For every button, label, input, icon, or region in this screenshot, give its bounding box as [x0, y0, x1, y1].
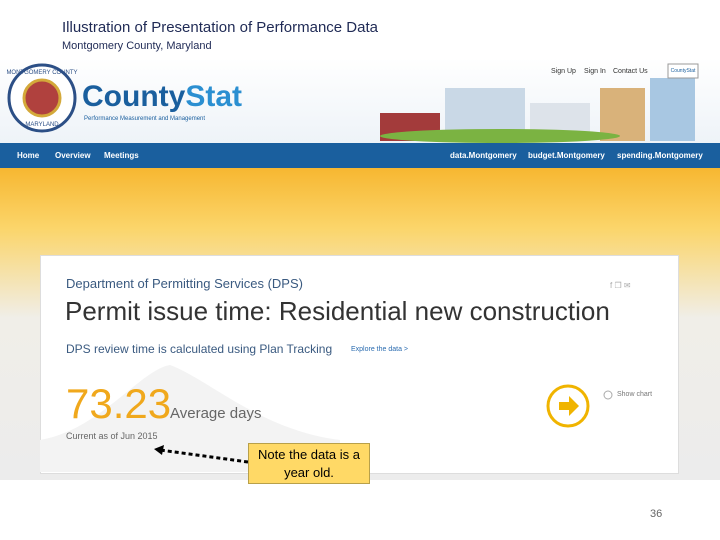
seal-top: MONTGOMERY COUNTY [6, 70, 77, 76]
slide-subtitle: Montgomery County, Maryland [62, 40, 212, 52]
seal-bottom: MARYLAND [25, 122, 59, 128]
building [650, 78, 695, 141]
logo-stat: Stat [185, 80, 242, 113]
logo: CountyStat [82, 80, 242, 113]
badge-box [667, 63, 699, 79]
arrow [154, 445, 249, 464]
arrow-line [159, 448, 249, 464]
nav-link[interactable]: data.Montgomery [450, 151, 517, 160]
nav-bar [0, 143, 720, 168]
metric-value: 73.23 [66, 380, 172, 427]
top-link[interactable]: Sign In [584, 68, 606, 75]
nav-link[interactable]: budget.Montgomery [528, 151, 605, 160]
nav-link[interactable]: Overview [55, 151, 91, 160]
top-link[interactable]: Contact Us [613, 68, 648, 75]
page-number: 36 [650, 508, 663, 520]
show-chart[interactable]: Show chart [617, 391, 653, 398]
metric-unit: Average days [170, 405, 262, 422]
building [600, 88, 645, 141]
explore-link[interactable]: Explore the data > [351, 346, 409, 353]
chart-toggle [546, 384, 613, 428]
nav-link[interactable]: Meetings [104, 151, 139, 160]
arrow-head [154, 445, 164, 455]
card-heading: Permit issue time: Residential new const… [65, 296, 610, 326]
top-link[interactable]: Sign Up [551, 68, 576, 75]
share-icons: f ❐ ✉ [610, 281, 631, 290]
trees [380, 129, 620, 143]
current-as-of: Current as of Jun 2015 [66, 431, 158, 441]
description: DPS review time is calculated using Plan… [66, 342, 333, 356]
badge: CountyStat [671, 68, 696, 74]
note: Note the data is a year old. [248, 443, 370, 484]
toggle-arrow [559, 396, 579, 416]
nav-link[interactable]: spending.Montgomery [617, 151, 703, 160]
card [40, 255, 679, 474]
slide-title: Illustration of Presentation of Performa… [62, 19, 378, 36]
nav-link[interactable]: Home [17, 151, 40, 160]
logo-county: County [82, 80, 186, 113]
tagline: Performance Measurement and Management [84, 116, 205, 122]
department: Department of Permitting Services (DPS) [66, 276, 303, 291]
seal-center [22, 78, 62, 118]
share-icon[interactable]: f ❐ ✉ [610, 281, 631, 290]
toggle-dot [603, 390, 613, 400]
header-graphics: MONTGOMERY COUNTY MARYLAND CountyStat Pe… [6, 63, 699, 143]
